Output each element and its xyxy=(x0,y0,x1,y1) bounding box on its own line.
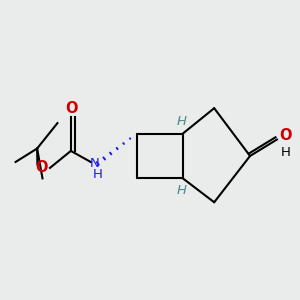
Text: N: N xyxy=(89,157,99,170)
Text: O: O xyxy=(35,160,48,175)
Text: H: H xyxy=(176,115,186,128)
Text: H: H xyxy=(281,146,291,159)
Text: H: H xyxy=(176,184,186,197)
Text: H: H xyxy=(93,168,103,181)
Text: O: O xyxy=(65,101,78,116)
Text: O: O xyxy=(280,128,292,143)
